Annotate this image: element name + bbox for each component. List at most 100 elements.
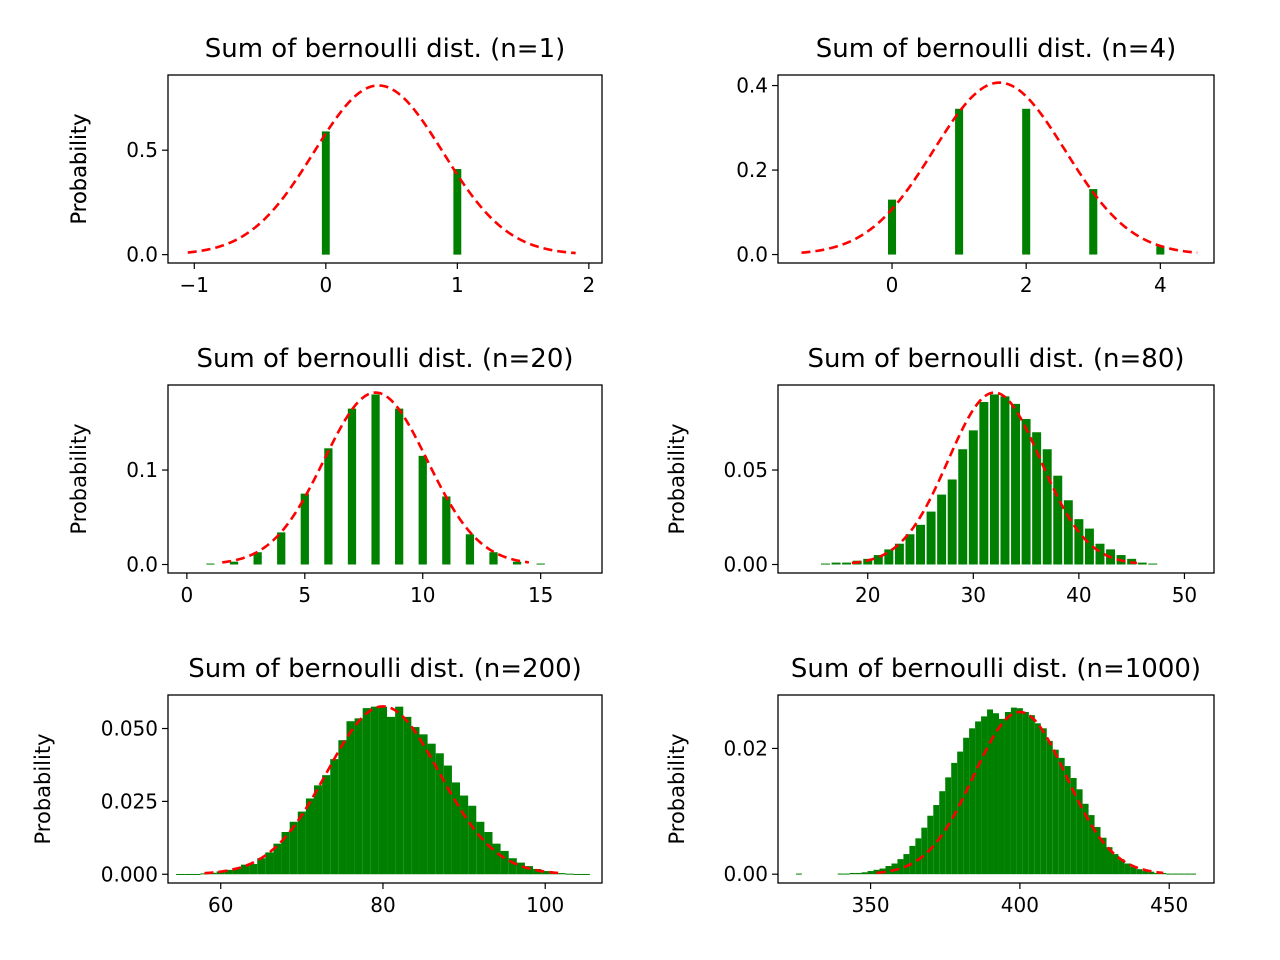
y-axis-label: Probability xyxy=(665,423,689,534)
histogram-bar xyxy=(979,402,989,565)
histogram-bar xyxy=(281,831,290,875)
histogram-bar xyxy=(573,873,582,875)
histogram-bar xyxy=(957,751,964,875)
histogram-bar xyxy=(968,430,978,565)
histogram-bar xyxy=(1166,873,1173,875)
normal-fit-line xyxy=(801,81,1198,254)
normal-fit-line xyxy=(876,710,1164,875)
y-tick-label: 0.050 xyxy=(101,717,158,741)
histogram-bar xyxy=(1136,869,1143,875)
axes-frame xyxy=(777,694,1215,884)
x-tick-label: 0 xyxy=(319,273,332,297)
histogram-bar xyxy=(1040,728,1047,875)
histogram-bar xyxy=(867,871,874,875)
y-tick-label: 0.025 xyxy=(101,789,158,813)
y-axis-label: Probability xyxy=(67,113,91,224)
axes-frame xyxy=(167,384,603,574)
histogram-bar xyxy=(1088,815,1095,875)
histogram-bar xyxy=(176,873,185,875)
histogram-bar xyxy=(443,765,452,875)
histogram-bar xyxy=(843,873,850,875)
histogram-bar xyxy=(241,864,250,875)
histogram-bar xyxy=(1089,189,1098,255)
histogram-bar xyxy=(1052,749,1059,875)
histogram-bar xyxy=(1118,859,1125,875)
y-axis-label: Probability xyxy=(31,733,55,844)
histogram-bar xyxy=(1095,543,1105,565)
histogram-bar xyxy=(453,169,462,255)
axes-frame xyxy=(167,694,603,884)
histogram-bar xyxy=(1022,711,1029,875)
histogram-bar xyxy=(1084,528,1094,565)
x-tick-label: 5 xyxy=(298,583,311,607)
histogram-bar xyxy=(347,408,357,565)
histogram-bar xyxy=(905,534,915,565)
histogram-bar xyxy=(330,759,339,875)
histogram-bar xyxy=(229,561,239,565)
histogram-bar xyxy=(981,716,988,875)
histogram-bar xyxy=(1042,449,1052,565)
histogram-bar xyxy=(1004,711,1011,875)
histogram-bar xyxy=(1148,563,1158,565)
histogram-bar xyxy=(987,709,994,875)
x-tick-label: 60 xyxy=(208,893,233,917)
histogram-bar xyxy=(795,873,802,875)
histogram-bar xyxy=(963,737,970,875)
histogram-bar xyxy=(1160,872,1167,875)
histogram-bar xyxy=(321,131,330,255)
histogram-bar xyxy=(1112,854,1119,875)
histogram-bar xyxy=(289,821,298,875)
y-tick-label: 0.00 xyxy=(723,862,768,886)
histogram-bar xyxy=(884,549,894,565)
histogram-bar xyxy=(1028,715,1035,875)
histogram-bar xyxy=(324,448,333,565)
x-tick-label: 350 xyxy=(851,893,889,917)
x-tick-label: 0 xyxy=(181,583,194,607)
histogram-bar xyxy=(993,713,999,875)
histogram-bar xyxy=(897,859,904,875)
y-tick-label: 0.0 xyxy=(126,553,158,577)
histogram-bar xyxy=(975,721,982,875)
histogram-bar xyxy=(536,563,545,565)
histogram-bar xyxy=(524,866,534,875)
histogram-bar xyxy=(1154,872,1161,875)
histogram-bar xyxy=(465,534,475,565)
subplot: 20 30 40 50 0.00 0.05 Sum of bernoulli dist. (… xyxy=(665,344,1215,607)
histogram-bar xyxy=(909,845,916,875)
histogram-bar xyxy=(492,843,501,875)
histogram-bar xyxy=(1010,707,1017,875)
histogram-bar xyxy=(277,532,286,565)
histogram-bar xyxy=(411,727,420,875)
chart-title: Sum of bernoulli dist. (n=80) xyxy=(807,344,1184,374)
histogram-bar xyxy=(1076,789,1083,875)
histogram-bar xyxy=(314,785,323,875)
histogram-bar xyxy=(837,873,844,875)
x-tick-label: 2 xyxy=(582,273,595,297)
histogram-bar xyxy=(418,455,427,565)
histogram-bar xyxy=(1130,866,1137,875)
x-tick-label: 80 xyxy=(370,893,395,917)
histogram-bar xyxy=(1022,108,1031,255)
histogram-bar xyxy=(933,805,940,875)
x-tick-label: 0 xyxy=(886,273,899,297)
histogram-bar xyxy=(873,555,883,565)
histogram-bar xyxy=(1184,873,1191,875)
histogram-bar xyxy=(395,408,404,565)
chart-title: Sum of bernoulli dist. (n=20) xyxy=(196,344,573,374)
subplot: 0 2 4 0.0 0.2 0.4 Sum of bernoulli dist. (n=4)… xyxy=(67,34,1215,297)
histogram-bar xyxy=(338,740,347,875)
histogram-bar xyxy=(206,563,215,565)
histogram-bar xyxy=(1016,708,1023,875)
chart-title: Sum of bernoulli dist. (n=1000) xyxy=(791,654,1201,684)
histogram-bar xyxy=(915,838,922,875)
x-tick-label: 50 xyxy=(1172,583,1197,607)
x-tick-label: 10 xyxy=(410,583,435,607)
histogram-bar xyxy=(1034,723,1041,875)
histogram-bar xyxy=(1053,475,1063,565)
y-tick-label: 0.2 xyxy=(736,158,768,182)
histogram-bar xyxy=(849,872,856,875)
histogram-bar xyxy=(1148,871,1155,875)
normal-fit-line xyxy=(187,84,576,255)
subplot: 60 80 100 0.000 0.025 0.050 Sum of bernoulli d… xyxy=(31,654,603,917)
